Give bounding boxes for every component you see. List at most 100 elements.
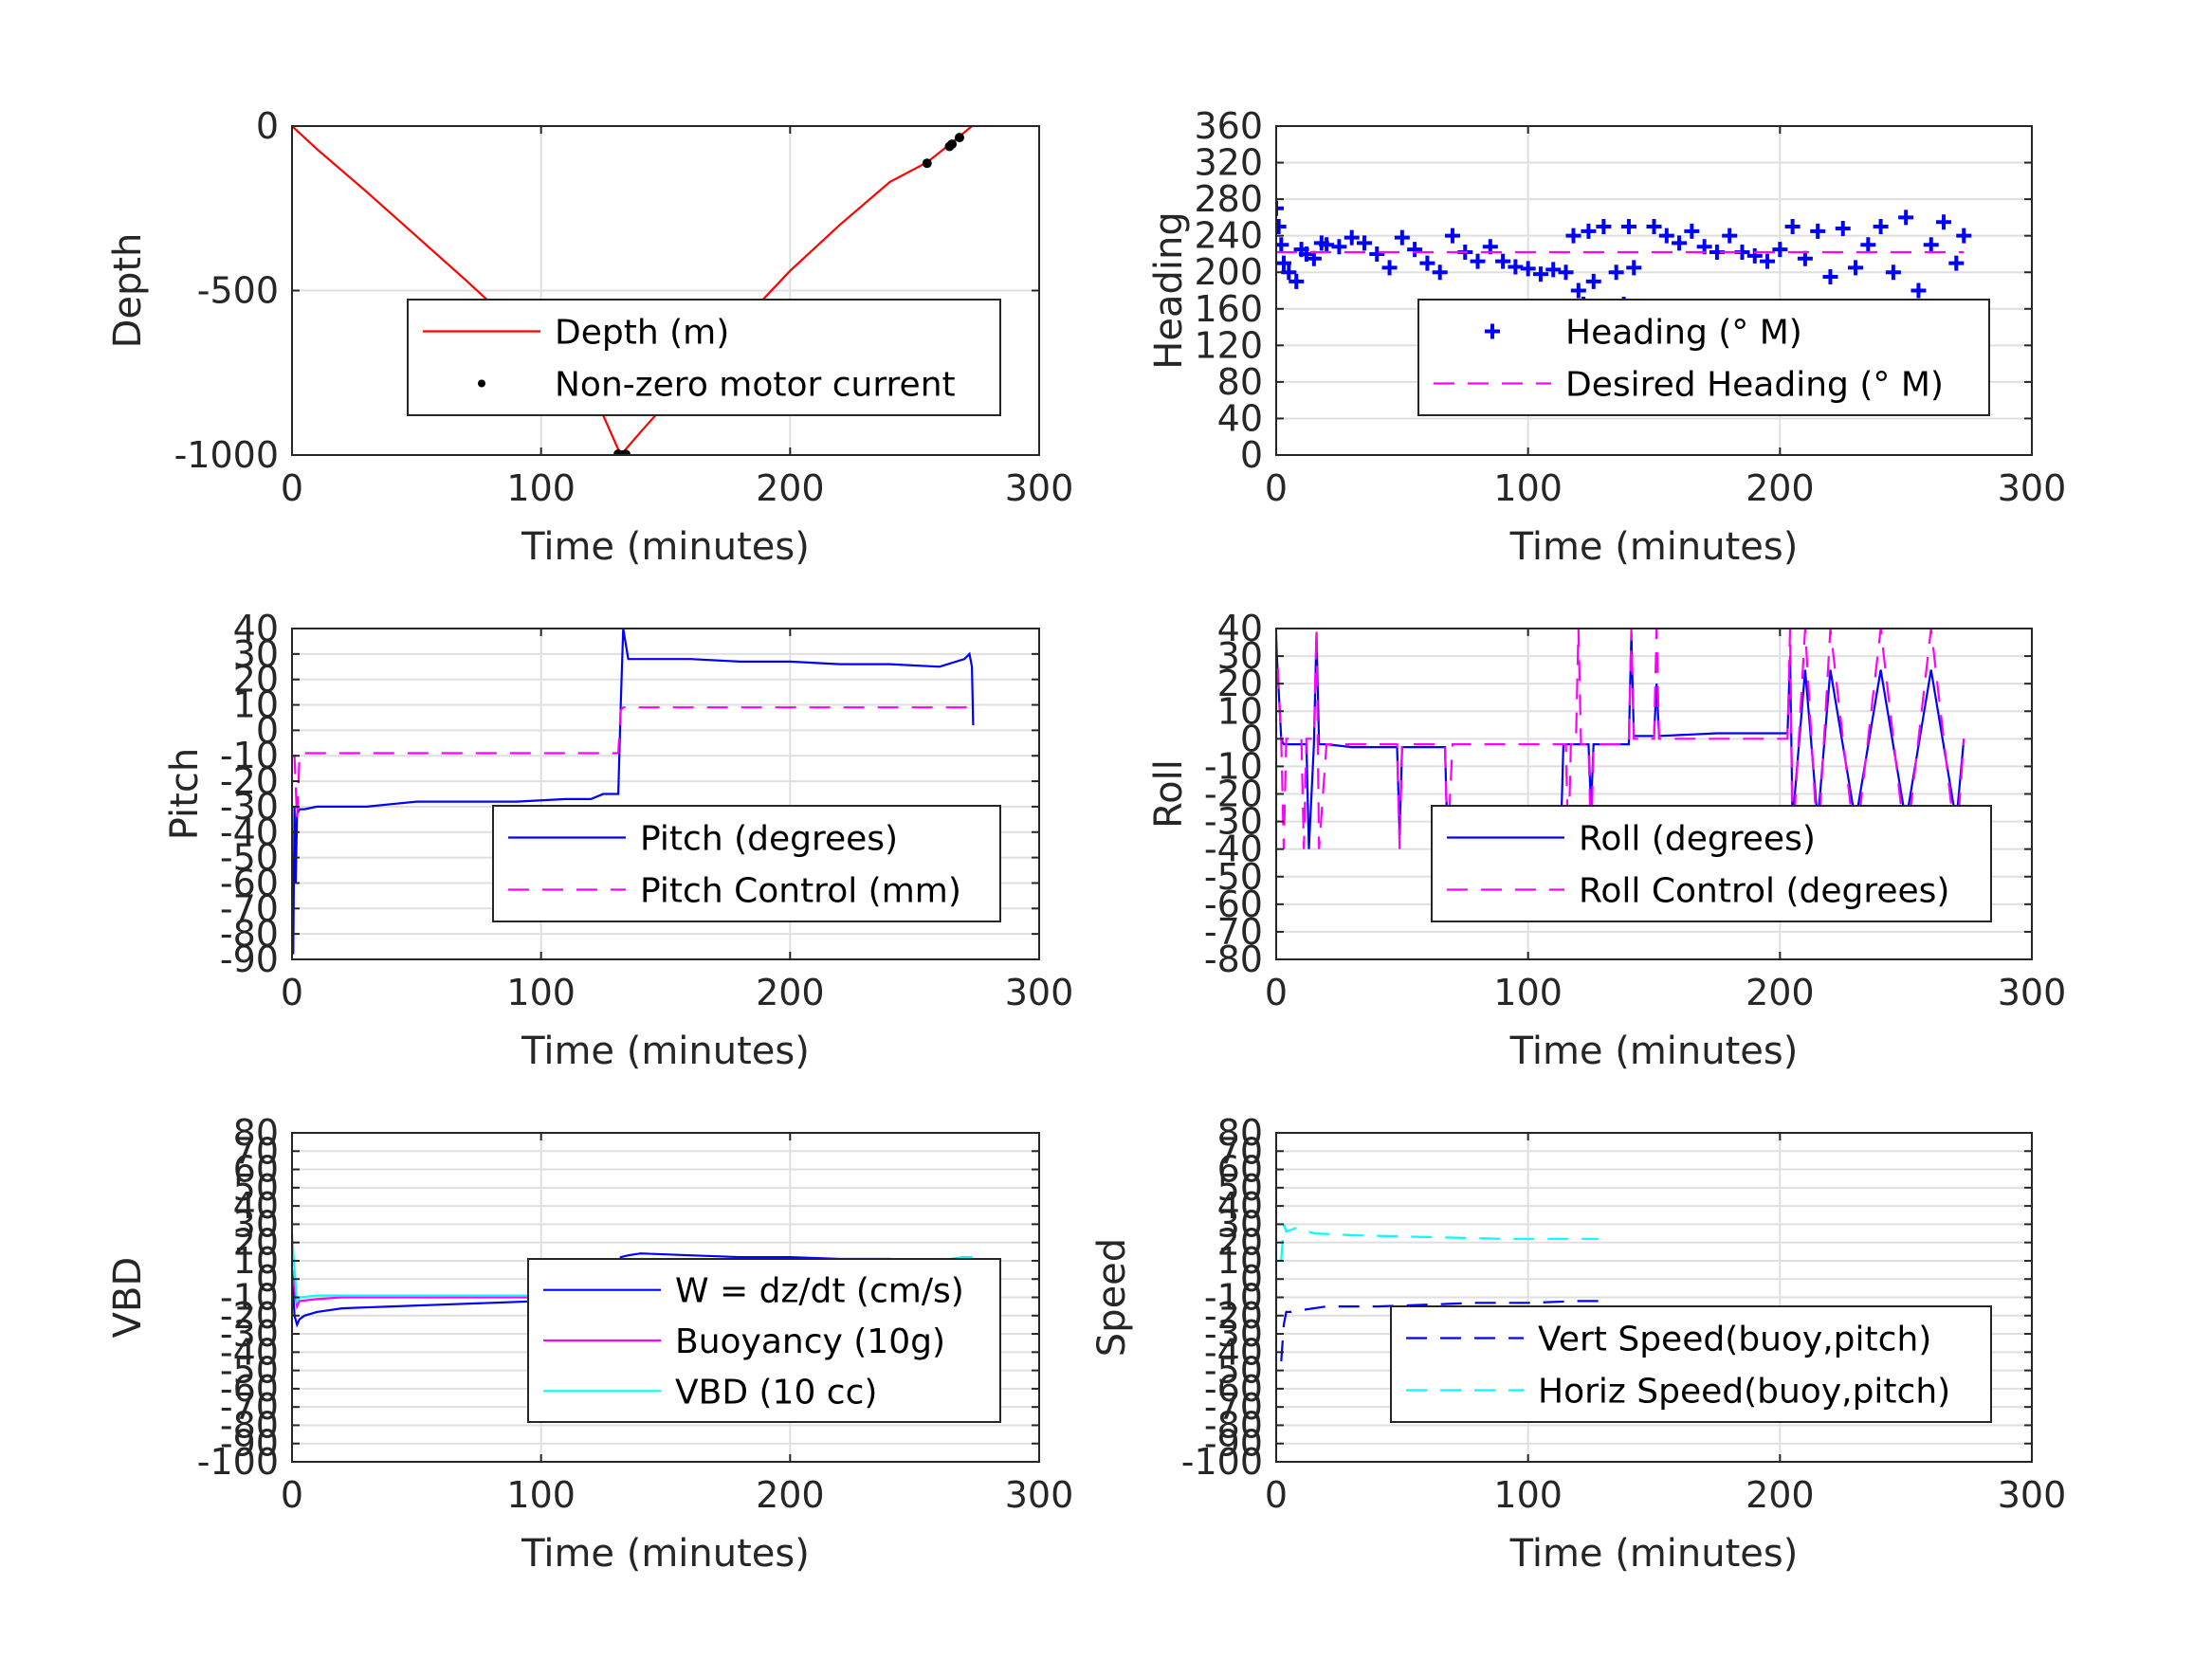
pitch-series-0 — [292, 629, 975, 955]
heading-point — [1289, 273, 1305, 289]
speed-ytick-label: -60 — [1204, 1368, 1263, 1410]
depth-point — [954, 133, 964, 143]
heading-point — [1626, 260, 1642, 276]
heading-point — [1306, 250, 1322, 266]
heading-point — [1276, 255, 1291, 271]
heading-xtick-label: 100 — [1493, 467, 1563, 509]
vbd-legend: W = dz/dt (cm/s) Buoyancy (10g) VBD (10 cc… — [527, 1258, 1001, 1423]
heading-point — [1810, 223, 1826, 239]
vbd-xtick-label: 0 — [281, 1474, 303, 1516]
vbd-ytick-label: 0 — [256, 1258, 279, 1300]
speed-ytick-label: -70 — [1204, 1386, 1263, 1428]
pitch-xtick-label: 200 — [756, 972, 825, 1013]
roll-ylabel: Roll — [1147, 759, 1191, 829]
depth-legend-marker — [478, 379, 485, 388]
heading-point — [1873, 219, 1889, 235]
depth-point — [922, 158, 932, 169]
speed-series-1 — [1280, 1224, 1600, 1261]
roll-legend-label: Roll (degrees) — [1579, 820, 1816, 859]
heading-point — [1936, 214, 1952, 230]
vbd-ytick-label: 70 — [233, 1130, 279, 1172]
heading-ytick-label: 0 — [1240, 434, 1263, 476]
heading-point — [1672, 235, 1688, 251]
depth-series-1 — [613, 133, 964, 455]
roll-ytick-label: 30 — [1217, 635, 1263, 677]
heading-xtick-label: 300 — [1998, 467, 2067, 509]
heading-point — [1646, 219, 1662, 235]
vbd-ytick-label: -50 — [220, 1350, 279, 1392]
heading-point — [1885, 264, 1901, 281]
vbd-ytick-label: 10 — [233, 1240, 279, 1282]
heading-point — [1772, 242, 1788, 258]
depth-point — [620, 449, 631, 455]
heading-point — [1344, 229, 1360, 246]
heading-point — [1565, 228, 1581, 244]
vbd-ytick-label: -30 — [220, 1313, 279, 1355]
heading-point — [1797, 250, 1813, 266]
pitch-ytick-label: -90 — [220, 939, 279, 980]
pitch-ytick-label: 30 — [233, 633, 279, 675]
vbd-ytick-label: -90 — [220, 1423, 279, 1465]
heading-point — [1558, 264, 1574, 281]
heading-ytick-label: 40 — [1217, 397, 1263, 439]
depth-xtick-label: 200 — [756, 467, 825, 509]
vbd-legend-label: VBD (10 cc) — [675, 1373, 877, 1412]
depth-legend-label: Non-zero motor current — [555, 366, 956, 405]
roll-ytick-label: -50 — [1204, 856, 1263, 898]
speed-line — [1280, 1300, 1600, 1362]
speed-xtick-label: 100 — [1493, 1474, 1563, 1516]
pitch-xtick-label: 100 — [506, 972, 576, 1013]
pitch-legend-label: Pitch (degrees) — [640, 820, 898, 859]
vbd-legend-label: Buoyancy (10g) — [675, 1322, 945, 1361]
heading-point — [1608, 264, 1624, 281]
heading-point — [1948, 255, 1965, 271]
pitch-ytick-label: -70 — [220, 887, 279, 929]
heading-legend-marker — [1485, 323, 1500, 339]
pitch-plot: 0 100 200 300-90-80-70-60-50-40-30-20-10010… — [163, 608, 1073, 1073]
heading-point — [1444, 228, 1460, 244]
heading-ytick-label: 320 — [1194, 142, 1263, 184]
heading-legend-label: Heading (° M) — [1565, 314, 1802, 353]
speed-ytick-label: -50 — [1204, 1350, 1263, 1392]
heading-point — [1835, 220, 1851, 236]
heading-point — [1746, 247, 1763, 264]
roll-ytick-label: -70 — [1204, 911, 1263, 953]
depth-ytick-label: -500 — [197, 270, 279, 312]
heading-point — [1898, 210, 1914, 226]
speed-plot: 0 100 200 300-100-90-80-70-60-50-40-30-20-1… — [1090, 1112, 2066, 1576]
heading-point — [1620, 219, 1636, 235]
pitch-ytick-label: 10 — [233, 684, 279, 726]
heading-legend-label: Desired Heading (° M) — [1565, 366, 1944, 405]
depth-legend: Depth (m) Non-zero motor current — [407, 299, 1001, 416]
heading-point — [1570, 283, 1586, 299]
heading-point — [1419, 255, 1435, 271]
vbd-ytick-label: 40 — [233, 1185, 279, 1227]
depth-xtick-label: 0 — [281, 467, 303, 509]
vbd-ytick-label: -60 — [220, 1368, 279, 1410]
vbd-ytick-label: -100 — [197, 1441, 279, 1483]
heading-point — [1658, 228, 1674, 244]
speed-ytick-label: 20 — [1217, 1222, 1263, 1264]
vbd-legend-label: W = dz/dt (cm/s) — [675, 1272, 964, 1311]
heading-point — [1860, 237, 1876, 253]
speed-ytick-label: 40 — [1217, 1185, 1263, 1227]
heading-point — [1276, 219, 1287, 235]
pitch-ytick-label: -30 — [220, 786, 279, 828]
heading-point — [1276, 200, 1284, 216]
heading-point — [1276, 237, 1289, 253]
heading-point — [1760, 253, 1776, 269]
roll-xtick-label: 300 — [1998, 972, 2067, 1013]
roll-legend-label: Roll Control (degrees) — [1579, 872, 1949, 911]
heading-xtick-label: 200 — [1746, 467, 1815, 509]
pitch-legend: Pitch (degrees) Pitch Control (mm) — [492, 805, 1001, 922]
heading-xlabel: Time (minutes) — [1509, 525, 1799, 569]
speed-line — [1280, 1224, 1600, 1261]
speed-legend: Vert Speed(buoy,pitch) Horiz Speed(buoy,p… — [1390, 1305, 1992, 1423]
heading-ytick-label: 120 — [1194, 324, 1263, 366]
heading-point — [1407, 242, 1423, 258]
speed-ytick-label: 10 — [1217, 1240, 1263, 1282]
pitch-series-1 — [292, 706, 973, 820]
heading-point — [1581, 223, 1597, 239]
speed-xtick-label: 300 — [1998, 1474, 2067, 1516]
